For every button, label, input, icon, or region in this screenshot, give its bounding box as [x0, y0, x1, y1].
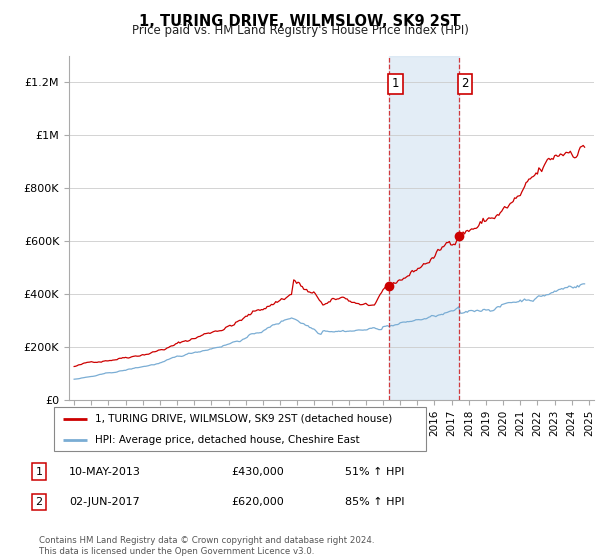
Text: HPI: Average price, detached house, Cheshire East: HPI: Average price, detached house, Ches…	[95, 435, 359, 445]
Text: 10-MAY-2013: 10-MAY-2013	[69, 466, 141, 477]
Text: 1: 1	[35, 466, 43, 477]
Text: 1: 1	[392, 77, 400, 90]
Text: £430,000: £430,000	[231, 466, 284, 477]
Text: 51% ↑ HPI: 51% ↑ HPI	[345, 466, 404, 477]
Text: 1, TURING DRIVE, WILMSLOW, SK9 2ST (detached house): 1, TURING DRIVE, WILMSLOW, SK9 2ST (deta…	[95, 414, 392, 424]
Text: Contains HM Land Registry data © Crown copyright and database right 2024.
This d: Contains HM Land Registry data © Crown c…	[39, 536, 374, 556]
FancyBboxPatch shape	[54, 407, 426, 451]
Text: 1, TURING DRIVE, WILMSLOW, SK9 2ST: 1, TURING DRIVE, WILMSLOW, SK9 2ST	[139, 14, 461, 29]
Bar	[389, 56, 459, 400]
Text: 02-JUN-2017: 02-JUN-2017	[69, 497, 140, 507]
Text: Price paid vs. HM Land Registry's House Price Index (HPI): Price paid vs. HM Land Registry's House …	[131, 24, 469, 37]
Text: £620,000: £620,000	[231, 497, 284, 507]
Text: 2: 2	[461, 77, 469, 90]
Text: 85% ↑ HPI: 85% ↑ HPI	[345, 497, 404, 507]
Text: 2: 2	[35, 497, 43, 507]
